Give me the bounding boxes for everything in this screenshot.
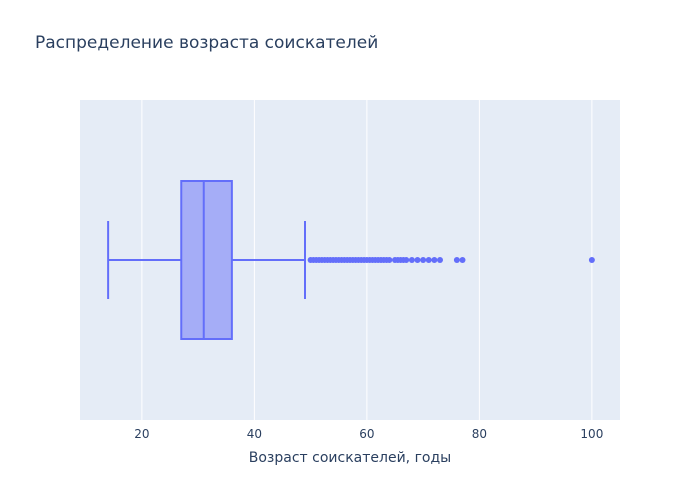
x-tick-label: 100 [580, 427, 603, 441]
x-tick-label: 40 [247, 427, 262, 441]
x-axis-title: Возраст соискателей, годы [249, 450, 451, 466]
x-tick-label: 60 [359, 427, 374, 441]
box-iqr [180, 180, 233, 340]
outlier-point [408, 257, 415, 263]
outlier-point [420, 257, 427, 263]
outlier-point [414, 257, 421, 263]
outlier-point [386, 257, 393, 263]
outlier-point [431, 257, 438, 263]
outlier-point [425, 257, 432, 263]
chart-title: Распределение возраста соискателей [35, 33, 379, 53]
outlier-point [459, 257, 466, 263]
outlier-point [588, 257, 595, 263]
outlier-point [403, 257, 410, 263]
x-tick-label: 20 [134, 427, 149, 441]
x-tick-label: 80 [472, 427, 487, 441]
outlier-point [437, 257, 443, 263]
outlier-point [453, 257, 460, 263]
